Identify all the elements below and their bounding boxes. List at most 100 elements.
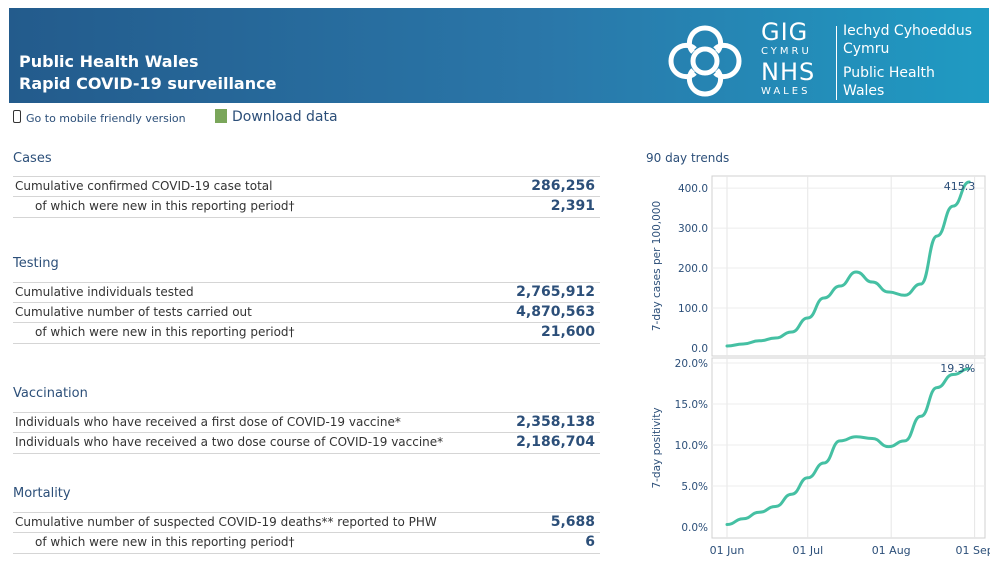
data-point: [758, 511, 761, 514]
stat-row-deaths-total: Cumulative number of suspected COVID-19 …: [13, 512, 600, 533]
data-point: [806, 476, 809, 479]
data-point: [774, 505, 777, 508]
y-axis-label: 7-day positivity: [651, 407, 663, 488]
stat-label: Individuals who have received a first do…: [15, 415, 401, 429]
logo-gig-text: GIG: [761, 18, 809, 46]
header-banner: Public Health Wales Rapid COVID-19 surve…: [9, 8, 989, 103]
stat-value: 2,765,912: [516, 284, 595, 300]
data-point: [854, 435, 858, 438]
y-tick-label: 5.0%: [681, 481, 708, 493]
logo-cymru-text: CYMRU: [761, 46, 812, 57]
stat-row-first-dose: Individuals who have received a first do…: [13, 412, 600, 433]
section-title-testing: Testing: [13, 256, 59, 271]
org-name-welsh-2: Cymru: [843, 41, 890, 57]
stat-row-tests-carried-out: Cumulative number of tests carried out 4…: [13, 302, 600, 323]
series-line: [725, 180, 971, 348]
y-tick-label: 100.0: [678, 303, 708, 315]
stat-value: 5,688: [550, 514, 595, 530]
data-point: [790, 330, 793, 334]
end-value-label: 415.3: [944, 180, 976, 193]
data-point: [968, 180, 971, 184]
trends-title: 90 day trends: [646, 151, 730, 165]
series-line: [725, 367, 971, 527]
chart-panel-frame: [711, 175, 986, 357]
stat-value: 6: [585, 534, 595, 550]
data-point: [838, 439, 842, 443]
stat-label: Cumulative number of tests carried out: [15, 305, 252, 319]
stat-value: 286,256: [531, 178, 595, 194]
data-point: [838, 284, 842, 288]
logo-wales-text: WALES: [761, 86, 811, 97]
data-point: [903, 294, 906, 297]
download-data-link[interactable]: Download data: [215, 109, 338, 125]
trend-charts: 0.0 100.0 200.0 300.0 400.0 7-day cases per 1…: [651, 175, 990, 557]
chart-panel-frame: [711, 357, 986, 539]
data-point: [790, 493, 793, 496]
data-point: [919, 415, 922, 418]
data-point: [935, 234, 939, 238]
stat-row-tests-new: of which were new in this reporting peri…: [13, 322, 600, 344]
data-point: [935, 386, 939, 389]
x-tick-label: 01 Jul: [792, 544, 823, 557]
stat-row-cases-new: of which were new in this reporting peri…: [13, 196, 600, 218]
data-point: [951, 373, 955, 376]
stat-label: Cumulative number of suspected COVID-19 …: [15, 515, 437, 529]
data-point: [903, 439, 906, 443]
stat-row-two-dose: Individuals who have received a two dose…: [13, 432, 600, 454]
stat-row-individuals-tested: Cumulative individuals tested 2,765,912: [13, 282, 600, 303]
y-tick-label: 0.0: [691, 343, 708, 355]
data-point: [725, 344, 729, 348]
stat-label: of which were new in this reporting peri…: [35, 199, 295, 213]
data-point: [725, 523, 729, 526]
data-point: [854, 270, 858, 274]
data-point: [968, 367, 971, 370]
celtic-knot-logo-icon: [668, 25, 742, 97]
stat-row-deaths-new: of which were new in this reporting peri…: [13, 532, 600, 554]
stat-value: 4,870,563: [516, 304, 595, 320]
stat-row-cases-total: Cumulative confirmed COVID-19 case total…: [13, 176, 600, 197]
x-tick-label: 01 Aug: [872, 544, 911, 557]
end-value-label: 19.3%: [940, 362, 975, 375]
data-point: [806, 316, 809, 320]
data-point: [887, 445, 890, 448]
stat-value: 2,358,138: [516, 414, 595, 430]
y-tick-label: 300.0: [678, 223, 708, 235]
x-tick-label: 01 Jun: [710, 544, 745, 557]
stat-value: 2,186,704: [516, 434, 595, 450]
y-tick-label: 10.0%: [675, 440, 708, 452]
stat-label: of which were new in this reporting peri…: [35, 535, 295, 549]
stat-value: 21,600: [540, 324, 595, 340]
stat-label: of which were new in this reporting peri…: [35, 325, 295, 339]
data-point: [822, 461, 826, 465]
y-tick-label: 15.0%: [675, 399, 708, 411]
y-tick-label: 20.0%: [675, 358, 708, 370]
page-subtitle: Rapid COVID-19 surveillance: [19, 74, 277, 93]
mobile-phone-icon: [13, 110, 21, 123]
stat-label: Individuals who have received a two dose…: [15, 435, 444, 449]
y-tick-label: 200.0: [678, 263, 708, 275]
data-point: [871, 437, 874, 440]
data-point: [871, 280, 874, 284]
mobile-version-link[interactable]: Go to mobile friendly version: [13, 110, 186, 125]
stat-label: Cumulative individuals tested: [15, 285, 194, 299]
logo-nhs-text: NHS: [761, 58, 816, 86]
section-title-cases: Cases: [13, 151, 52, 166]
data-point: [758, 339, 761, 343]
section-title-vaccination: Vaccination: [13, 386, 88, 401]
stat-label: Cumulative confirmed COVID-19 case total: [15, 179, 273, 193]
data-point: [741, 517, 745, 520]
stat-value: 2,391: [550, 198, 595, 214]
org-name-english-1: Public Health: [843, 65, 935, 81]
page-title: Public Health Wales: [19, 52, 199, 71]
logo-divider: [836, 26, 837, 100]
data-point: [887, 290, 890, 294]
data-point: [919, 282, 922, 286]
y-tick-label: 0.0%: [681, 522, 708, 534]
y-axis-label: 7-day cases per 100,000: [651, 201, 663, 331]
data-point: [822, 296, 826, 300]
org-name-english-2: Wales: [843, 83, 885, 99]
data-point: [951, 204, 955, 208]
org-name-welsh-1: Iechyd Cyhoeddus: [843, 23, 972, 39]
data-point: [741, 342, 745, 346]
y-tick-label: 400.0: [678, 183, 708, 195]
